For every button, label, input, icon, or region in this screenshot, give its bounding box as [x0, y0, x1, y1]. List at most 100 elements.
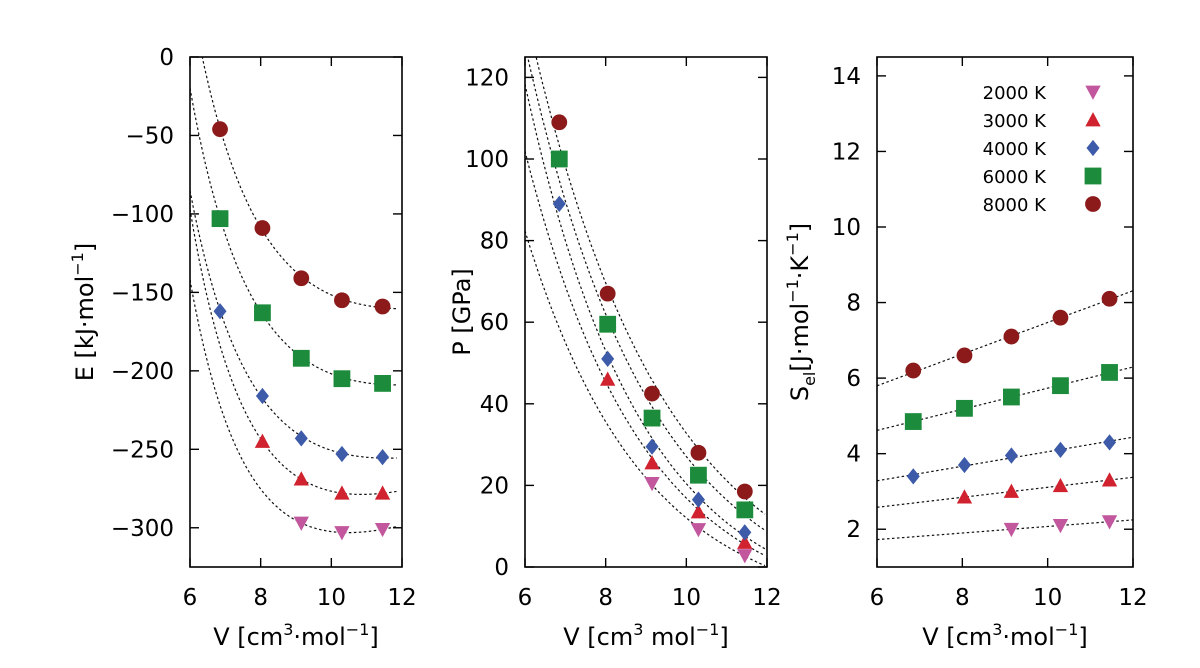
y-tick-label: 2 [846, 517, 861, 543]
data-point-6000k [292, 349, 310, 367]
data-point-3000k [1101, 472, 1118, 487]
energy-x-ticks: 6 8 10 12 [183, 57, 417, 611]
data-point-8000k [293, 270, 310, 287]
data-point-6000k [956, 399, 973, 417]
data-point-2000k [1052, 519, 1069, 534]
y-tick-label: 120 [465, 65, 509, 91]
data-point-4000k [691, 491, 705, 508]
data-point-4000k [957, 456, 971, 474]
data-point-6000k [904, 413, 922, 430]
data-point-6000k [643, 409, 661, 427]
y-tick-label: 14 [832, 64, 861, 90]
data-point-3000k [374, 485, 391, 500]
data-point-2000k [690, 523, 707, 538]
data-point-8000k [212, 121, 228, 138]
data-point-4000k [376, 449, 390, 466]
y-tick-label: 8 [846, 291, 861, 317]
x-tick-label: 10 [672, 585, 701, 611]
x-tick-label: 8 [598, 585, 613, 611]
data-point-8000k [334, 292, 350, 309]
data-point-8000k [551, 114, 568, 131]
y-tick-label: −300 [111, 516, 174, 542]
data-point-6000k [690, 466, 707, 484]
y-tick-label: 6 [846, 366, 861, 392]
energy-x-axis-label: V [cm3·mol−1] [213, 620, 379, 651]
data-point-6000k [1101, 364, 1118, 381]
legend-label: 4000 K [983, 139, 1048, 160]
entropy-y-axis-label: Sel[J·mol−1·K−1] [783, 223, 819, 401]
y-tick-label: 0 [159, 45, 174, 71]
data-point-4000k [738, 524, 752, 541]
y-tick-label: −150 [111, 280, 174, 306]
pressure-y-axis-label: P [GPa] [448, 268, 476, 356]
data-point-6000k [1003, 388, 1020, 406]
y-tick-label: −200 [111, 359, 174, 385]
y-tick-label: 20 [480, 473, 509, 499]
pressure-data-points [550, 114, 754, 564]
data-point-3000k [1003, 483, 1020, 498]
data-point-2000k [1003, 522, 1020, 538]
y-tick-label: 80 [480, 229, 509, 255]
data-point-6000k [599, 315, 617, 333]
x-tick-label: 6 [518, 585, 533, 611]
data-point-8000k [1003, 328, 1020, 345]
data-point-8000k [599, 285, 616, 302]
y-tick-label: 60 [480, 310, 509, 336]
legend-marker [1085, 112, 1101, 127]
data-point-4000k [601, 350, 615, 368]
legend-marker [1084, 167, 1102, 185]
data-point-3000k [644, 455, 660, 470]
energy-y-ticks: 0 −50 −100 −150 −200 −250 −300 [111, 45, 402, 542]
data-point-8000k [254, 220, 271, 236]
energy-plot-frame [189, 56, 403, 568]
x-tick-label: 8 [955, 585, 970, 611]
energy-panel: 6 8 10 12 0 −50 −100 −150 −200 −250 −300 V [cm3·m… [68, 45, 417, 651]
legend-label: 8000 K [983, 195, 1048, 216]
data-point-2000k [334, 526, 350, 541]
y-tick-label: 4 [846, 442, 861, 468]
y-tick-label: 10 [832, 215, 861, 241]
data-point-2000k [737, 549, 753, 564]
energy-fit-curves [190, 57, 397, 534]
fit-curve-2000k [190, 279, 397, 534]
x-tick-label: 10 [1033, 585, 1062, 611]
entropy-x-ticks: 6 8 10 12 [870, 57, 1148, 611]
fit-curve-3000k [525, 150, 766, 557]
data-point-8000k [956, 347, 973, 364]
data-point-6000k [736, 501, 754, 519]
x-tick-label: 12 [752, 585, 781, 611]
data-point-3000k [293, 471, 309, 486]
data-point-8000k [905, 362, 922, 379]
x-tick-label: 6 [870, 585, 885, 611]
data-point-6000k [211, 210, 229, 228]
legend-label: 2000 K [983, 83, 1048, 104]
y-tick-label: 12 [832, 139, 861, 165]
pressure-y-ticks: 0 20 40 60 80 100 120 [465, 65, 767, 581]
pressure-x-ticks: 6 8 10 12 [518, 57, 782, 611]
pressure-fit-curves [525, 57, 766, 567]
data-point-4000k [1103, 434, 1117, 451]
legend: 2000 K 3000 K 4000 K 6000 K 8000 K [983, 83, 1102, 216]
y-tick-label: 100 [465, 147, 509, 173]
y-tick-label: 40 [480, 392, 509, 418]
x-tick-label: 12 [387, 585, 416, 611]
data-point-4000k [255, 387, 269, 405]
entropy-panel: 6 8 10 12 2 4 6 8 10 12 14 V [cm3·mol−1] Sel[J·mo… [783, 56, 1148, 651]
data-point-8000k [690, 444, 707, 461]
data-point-3000k [690, 504, 707, 519]
data-point-6000k [374, 374, 391, 392]
data-point-6000k [333, 370, 351, 388]
data-point-8000k [374, 298, 391, 315]
legend-marker [1085, 85, 1101, 100]
data-point-4000k [1053, 441, 1067, 459]
data-point-8000k [736, 483, 753, 500]
fit-curve-8000k [535, 57, 766, 515]
entropy-y-ticks: 2 4 6 8 10 12 14 [832, 64, 1133, 543]
legend-marker [1086, 139, 1100, 157]
data-point-4000k [294, 430, 308, 447]
fit-curve-2000k [525, 230, 766, 567]
y-tick-label: −50 [125, 123, 174, 149]
data-point-3000k [600, 371, 616, 386]
data-point-4000k [552, 195, 566, 213]
